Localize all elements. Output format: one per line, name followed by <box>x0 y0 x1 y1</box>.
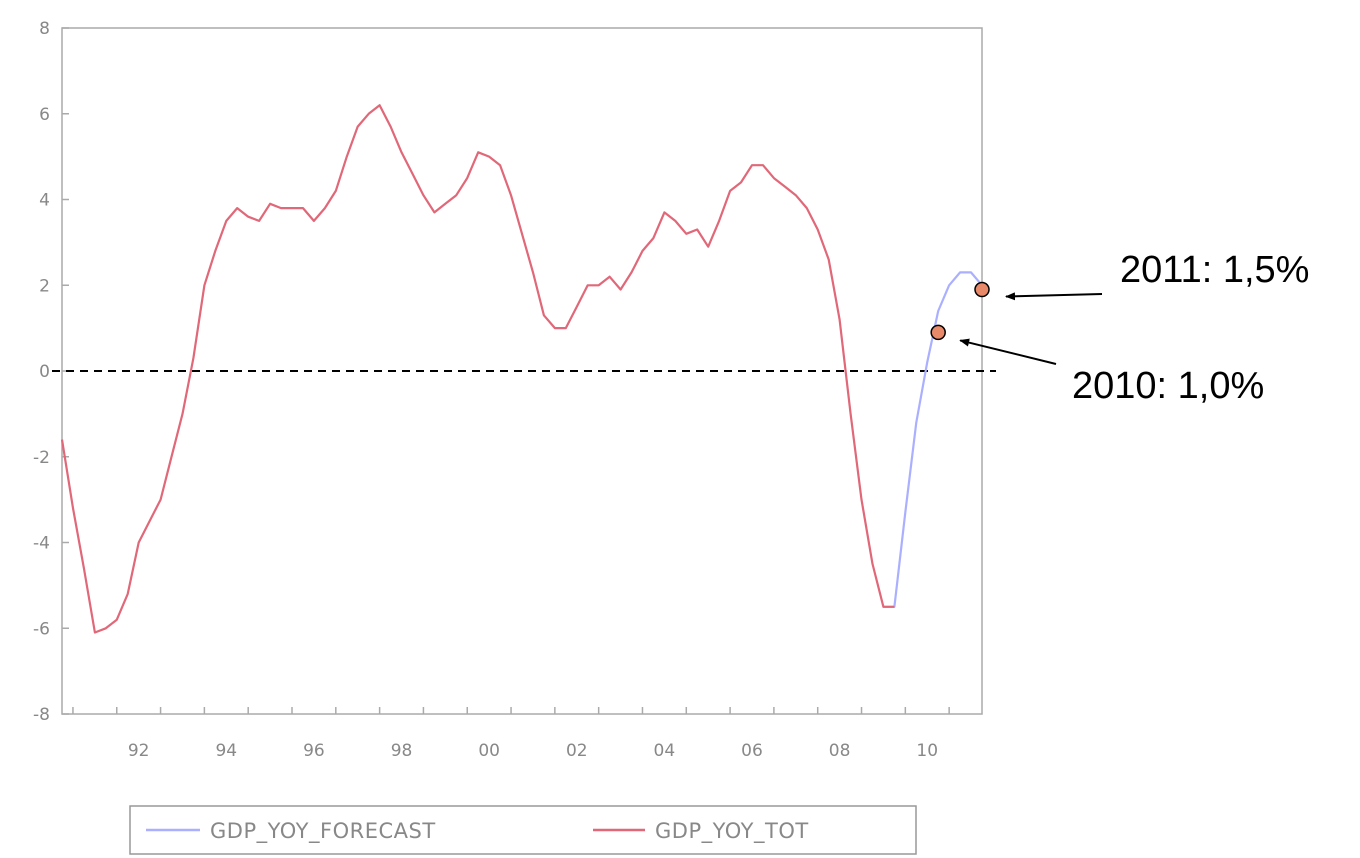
x-tick-label: 02 <box>566 741 588 761</box>
x-tick-label: 06 <box>741 741 763 761</box>
annotation-label-2010: 2010: 1,0% <box>1072 365 1264 407</box>
annotation-layer: 2011: 1,5% 2010: 1,0% <box>930 249 1309 407</box>
series-line-gdp-yoy-forecast <box>883 271 983 608</box>
series-line-gdp-yoy-tot <box>60 104 895 634</box>
y-tick-label: 0 <box>39 362 50 382</box>
legend-label: GDP_YOY_TOT <box>655 819 809 844</box>
legend-box <box>129 805 917 855</box>
x-tick-label: 98 <box>391 741 413 761</box>
x-axis: 92 94 96 98 00 02 04 06 08 10 <box>72 707 950 761</box>
y-tick-label: -6 <box>33 619 50 639</box>
x-tick-label: 92 <box>128 741 150 761</box>
x-tick-label: 94 <box>215 741 237 761</box>
x-tick-label: 00 <box>478 741 500 761</box>
annotation-arrow-2011 <box>1005 292 1103 301</box>
y-tick-label: 2 <box>39 276 50 296</box>
annotation-label-2011: 2011: 1,5% <box>1120 249 1309 291</box>
legend: GDP_YOY_FORECAST GDP_YOY_TOT <box>129 805 917 855</box>
legend-label: GDP_YOY_FORECAST <box>210 819 436 844</box>
y-axis: 8 6 4 2 0 -2 -4 -6 -8 <box>33 19 69 725</box>
y-tick-label: 8 <box>39 19 50 39</box>
series-layer <box>60 104 983 634</box>
x-tick-label: 04 <box>654 741 676 761</box>
annotation-arrow-2010 <box>959 338 1057 365</box>
annotation-marker-2010 <box>930 324 946 341</box>
x-tick-label: 08 <box>829 741 851 761</box>
y-tick-label: -8 <box>33 705 50 725</box>
y-tick-label: -4 <box>33 534 50 554</box>
x-tick-label: 96 <box>303 741 325 761</box>
x-tick-label: 10 <box>916 741 938 761</box>
y-tick-label: 6 <box>39 105 50 125</box>
y-tick-label: -2 <box>33 448 50 468</box>
y-tick-label: 4 <box>39 191 50 211</box>
annotation-marker-2011 <box>974 281 990 298</box>
